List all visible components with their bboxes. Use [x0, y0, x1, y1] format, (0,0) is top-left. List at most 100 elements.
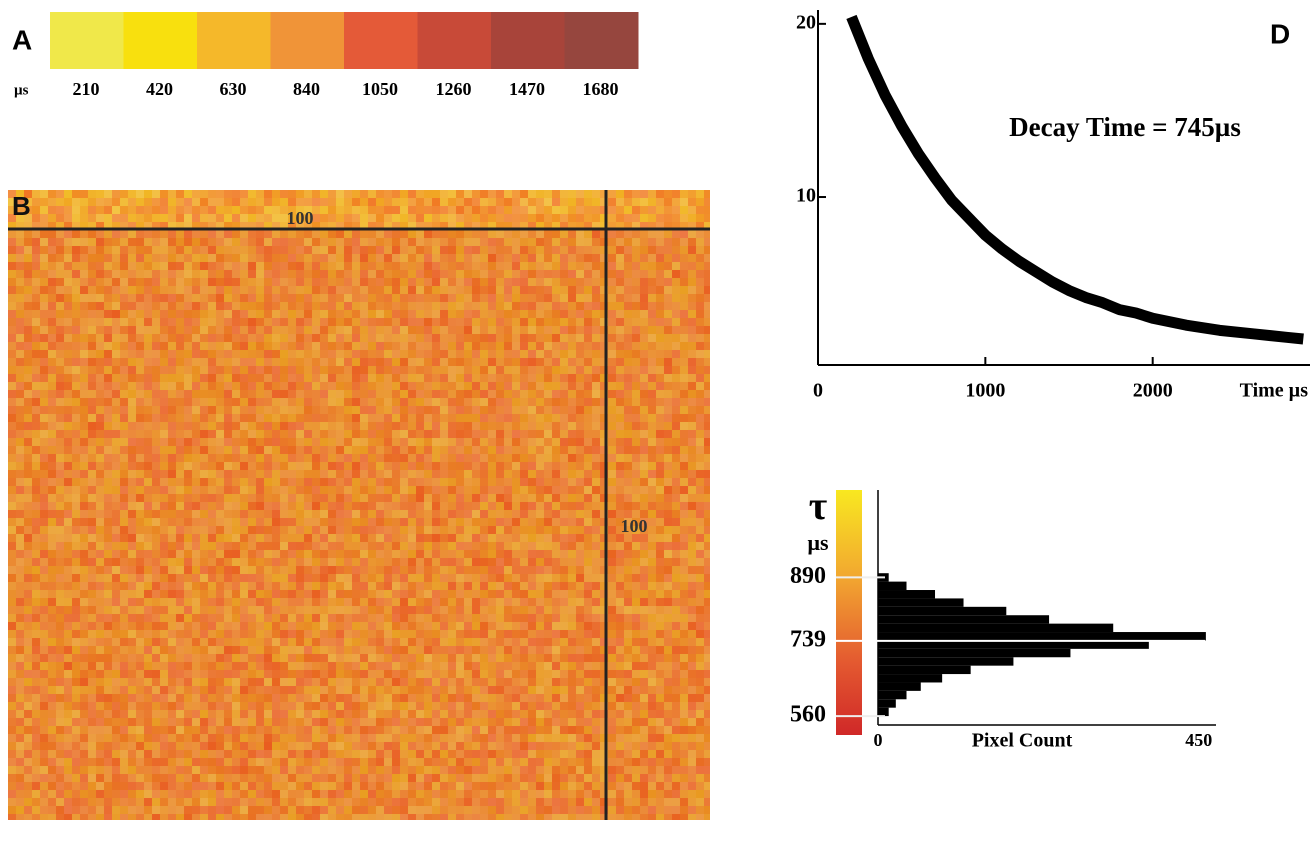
heatmap-pixel: [200, 414, 208, 422]
heatmap-pixel: [352, 350, 360, 358]
heatmap-pixel: [112, 214, 120, 222]
heatmap-pixel: [192, 638, 200, 646]
heatmap-pixel: [296, 422, 304, 430]
heatmap-pixel: [136, 430, 144, 438]
heatmap-pixel: [536, 598, 544, 606]
heatmap-pixel: [592, 222, 600, 230]
heatmap-pixel: [232, 542, 240, 550]
heatmap-pixel: [584, 462, 592, 470]
heatmap-pixel: [8, 214, 16, 222]
heatmap-pixel: [432, 518, 440, 526]
heatmap-pixel: [216, 446, 224, 454]
heatmap-pixel: [160, 350, 168, 358]
heatmap-pixel: [400, 278, 408, 286]
heatmap-pixel: [496, 566, 504, 574]
heatmap-pixel: [128, 238, 136, 246]
heatmap-pixel: [424, 350, 432, 358]
heatmap-pixel: [272, 502, 280, 510]
heatmap-pixel: [40, 230, 48, 238]
heatmap-pixel: [696, 326, 704, 334]
heatmap-pixel: [432, 206, 440, 214]
heatmap-pixel: [272, 590, 280, 598]
heatmap-pixel: [432, 622, 440, 630]
heatmap-pixel: [344, 478, 352, 486]
heatmap-pixel: [488, 606, 496, 614]
heatmap-pixel: [528, 502, 536, 510]
heatmap-pixel: [264, 462, 272, 470]
heatmap-pixel: [40, 566, 48, 574]
heatmap-pixel: [96, 286, 104, 294]
heatmap-pixel: [48, 270, 56, 278]
heatmap-pixel: [632, 478, 640, 486]
heatmap-pixel: [624, 574, 632, 582]
heatmap-pixel: [416, 510, 424, 518]
heatmap-pixel: [456, 350, 464, 358]
heatmap-pixel: [240, 598, 248, 606]
heatmap-pixel: [24, 590, 32, 598]
heatmap-pixel: [304, 246, 312, 254]
heatmap-pixel: [72, 286, 80, 294]
heatmap-pixel: [216, 542, 224, 550]
heatmap-pixel: [192, 430, 200, 438]
heatmap-pixel: [488, 310, 496, 318]
heatmap-pixel: [424, 302, 432, 310]
heatmap-pixel: [208, 406, 216, 414]
heatmap-pixel: [112, 294, 120, 302]
heatmap-pixel: [104, 222, 112, 230]
heatmap-pixel: [528, 590, 536, 598]
heatmap-pixel: [176, 590, 184, 598]
heatmap-pixel: [344, 622, 352, 630]
heatmap-pixel: [440, 302, 448, 310]
heatmap-pixel: [440, 414, 448, 422]
heatmap-pixel: [520, 486, 528, 494]
heatmap-pixel: [488, 598, 496, 606]
heatmap-pixel: [176, 310, 184, 318]
heatmap-pixel: [88, 278, 96, 286]
heatmap-pixel: [40, 374, 48, 382]
heatmap-pixel: [528, 262, 536, 270]
heatmap-pixel: [560, 278, 568, 286]
heatmap-pixel: [480, 190, 488, 198]
heatmap-pixel: [584, 430, 592, 438]
heatmap-pixel: [104, 574, 112, 582]
heatmap-pixel: [304, 374, 312, 382]
heatmap-pixel: [464, 374, 472, 382]
heatmap-pixel: [232, 326, 240, 334]
heatmap-pixel: [688, 334, 696, 342]
heatmap-pixel: [288, 462, 296, 470]
heatmap-pixel: [240, 406, 248, 414]
heatmap-pixel: [512, 350, 520, 358]
heatmap-pixel: [48, 190, 56, 198]
heatmap-pixel: [120, 262, 128, 270]
heatmap-pixel: [120, 566, 128, 574]
heatmap-pixel: [192, 422, 200, 430]
heatmap-pixel: [704, 270, 710, 278]
heatmap-pixel: [696, 462, 704, 470]
heatmap-pixel: [648, 246, 656, 254]
heatmap-pixel: [72, 430, 80, 438]
heatmap-pixel: [584, 294, 592, 302]
heatmap-pixel: [184, 230, 192, 238]
heatmap-pixel: [296, 310, 304, 318]
heatmap-pixel: [296, 630, 304, 638]
heatmap-pixel: [408, 222, 416, 230]
heatmap-pixel: [192, 574, 200, 582]
heatmap-pixel: [232, 278, 240, 286]
heatmap-pixel: [248, 190, 256, 198]
heatmap-pixel: [488, 366, 496, 374]
heatmap-pixel: [568, 502, 576, 510]
heatmap-pixel: [40, 438, 48, 446]
heatmap-pixel: [224, 462, 232, 470]
heatmap-pixel: [456, 494, 464, 502]
heatmap-pixel: [696, 382, 704, 390]
heatmap-pixel: [560, 334, 568, 342]
heatmap-pixel: [592, 310, 600, 318]
heatmap-pixel: [280, 334, 288, 342]
heatmap-pixel: [592, 622, 600, 630]
heatmap-pixel: [336, 510, 344, 518]
heatmap-pixel: [272, 518, 280, 526]
heatmap-pixel: [40, 606, 48, 614]
heatmap-pixel: [568, 414, 576, 422]
heatmap-pixel: [120, 374, 128, 382]
heatmap-pixel: [416, 262, 424, 270]
